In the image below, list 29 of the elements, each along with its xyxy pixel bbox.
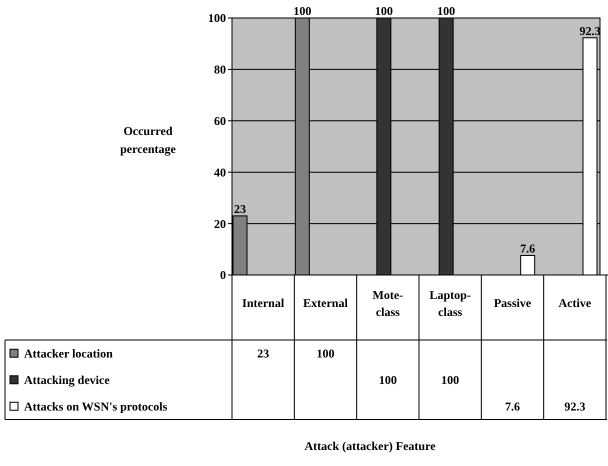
data-label: 7.6 xyxy=(520,241,536,256)
x-tick-label: Internal xyxy=(242,296,285,310)
legend-label: Attacks on WSN's protocols xyxy=(24,399,168,414)
legend-label: Attacker location xyxy=(24,346,114,360)
text: 23 xyxy=(257,346,270,360)
y-tick-label: 0 xyxy=(220,268,226,282)
x-tick-label: Laptop-class xyxy=(429,288,471,319)
data-label: 23 xyxy=(234,202,246,216)
y-tick-label: 80 xyxy=(214,62,226,77)
data-label: 100 xyxy=(374,4,393,18)
data-label: 100 xyxy=(293,4,312,18)
text: 92.3 xyxy=(564,399,586,414)
y-tick-label: 60 xyxy=(214,114,226,128)
y-tick-label: 20 xyxy=(214,216,226,231)
y-axis-title: Occurred percentage xyxy=(120,124,177,156)
x-tick-label: Passive xyxy=(494,296,532,310)
data-label: 100 xyxy=(437,4,456,18)
legend-label: Attacking device xyxy=(24,372,110,387)
data-label: 92.3 xyxy=(580,24,600,38)
y-tick-label: 40 xyxy=(214,165,226,180)
text: 100 xyxy=(441,372,460,387)
x-tick-label: Mote-class xyxy=(372,288,404,319)
text: 100 xyxy=(378,372,397,387)
y-tick-label: 100 xyxy=(208,11,226,26)
x-tick-label: External xyxy=(303,296,348,310)
text: 100 xyxy=(316,346,334,360)
text: 7.6 xyxy=(505,399,520,414)
text: Attack (attacker) Feature xyxy=(304,439,436,453)
x-tick-label: Active xyxy=(558,296,592,310)
